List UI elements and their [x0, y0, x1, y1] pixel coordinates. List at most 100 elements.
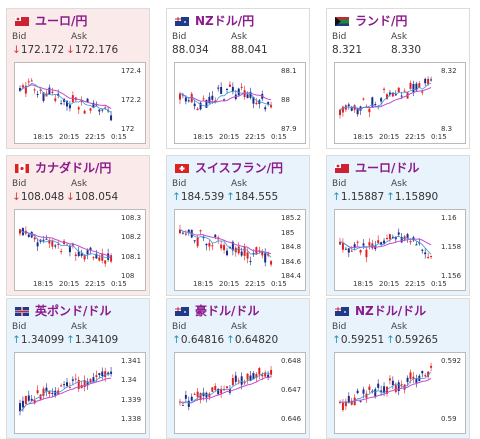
y-tick-label: 1.34 — [121, 376, 137, 385]
candle-body — [380, 242, 383, 245]
candle-body — [220, 388, 223, 394]
currency-pair-title[interactable]: ユーロ/円 — [35, 14, 88, 28]
ask-label: Ask — [231, 322, 248, 332]
candle-body — [217, 87, 220, 89]
candle-body — [365, 106, 368, 108]
ca-flag-icon — [15, 164, 29, 173]
candle-body — [339, 241, 341, 245]
currency-card[interactable]: NZドル/円 Bid Ask 88.034 88.041 88.1 88 87.9 18:15 2… — [166, 8, 310, 149]
candle-body — [400, 95, 403, 97]
price-chart[interactable]: 0.648 0.647 0.646 — [174, 352, 306, 434]
y-tick-label: 88.1 — [281, 67, 297, 75]
currency-card[interactable]: スイスフラン/円 Bid Ask ↑184.539 ↑184.555 185.2 185 18… — [166, 155, 310, 296]
currency-pair-title[interactable]: 豪ドル/ドル — [195, 304, 260, 318]
x-tick-label: 18:15 — [353, 280, 374, 288]
candle-body — [397, 232, 400, 235]
candle-body — [60, 251, 63, 253]
x-tick-label: 18:15 — [353, 133, 374, 141]
candle-body — [400, 384, 403, 386]
price-chart[interactable]: 1.16 1.158 1.156 18:15 20:15 22:15 0:15 — [334, 209, 466, 291]
x-tick-label: 0:15 — [271, 280, 287, 288]
eu-flag-icon-part — [15, 17, 29, 26]
currency-card[interactable]: カナダドル/円 Bid Ask ↓108.048 ↓108.054 108.3 108.2 1… — [6, 155, 150, 296]
candle-body — [89, 108, 92, 111]
currency-card[interactable]: 豪ドル/ドル Bid Ask ↑0.64816 ↑0.64820 0.648 0.647 0.… — [166, 298, 310, 439]
candle-body — [267, 374, 270, 378]
candle-body — [30, 80, 33, 82]
candle-body — [368, 242, 371, 246]
nz-flag-icon-part — [184, 21, 186, 23]
x-tick-label: 0:15 — [431, 280, 447, 288]
bid-value: 8.321 — [332, 44, 362, 56]
currency-card[interactable]: ランド/円 Bid Ask 8.321 8.330 8.32 8.3 18:15 20:15 22… — [326, 8, 470, 149]
candle-body — [270, 261, 273, 265]
price-chart[interactable]: 108.3 108.2 108.1 108 18:15 20:15 22:15 0:15 — [14, 209, 146, 291]
candle-body — [412, 83, 415, 93]
y-tick-label: 184.4 — [281, 272, 302, 280]
candle-body — [202, 98, 205, 100]
candle-body — [179, 229, 181, 234]
currency-pair-title[interactable]: 英ポンド/ドル — [35, 304, 112, 318]
moving-average-short — [19, 228, 112, 259]
currency-card[interactable]: NZドル/ドル Bid Ask ↑0.59251 ↑0.59265 0.592 0.59 — [326, 298, 470, 439]
ask-price: 1.15890 — [394, 191, 439, 203]
currency-card[interactable]: ユーロ/ドル Bid Ask ↑1.15887 ↑1.15890 1.16 1.158 1.1… — [326, 155, 470, 296]
moving-average-short — [179, 229, 272, 258]
candle-body — [104, 260, 107, 264]
nz-flag-icon-part — [175, 18, 181, 20]
ca-flag-icon-part — [20, 166, 24, 171]
candle-body — [39, 394, 42, 400]
x-tick-label: 22:15 — [85, 280, 106, 288]
candle-body — [77, 251, 80, 256]
currency-pair-title[interactable]: ユーロ/ドル — [355, 161, 420, 175]
candle-body — [196, 237, 199, 247]
candle-body — [347, 396, 350, 404]
currency-pair-title[interactable]: ランド/円 — [355, 14, 408, 28]
x-tick-label: 22:15 — [405, 133, 426, 141]
candle-body — [110, 371, 113, 374]
candle-body — [51, 241, 54, 247]
candle-body — [57, 243, 60, 245]
price-chart[interactable]: 88.1 88 87.9 18:15 20:15 22:15 0:15 — [174, 62, 306, 144]
bid-label: Bid — [12, 179, 27, 189]
price-chart[interactable]: 0.592 0.59 — [334, 352, 466, 434]
bid-value: ↑184.539 — [172, 191, 224, 203]
eu-flag-icon — [15, 17, 29, 26]
ask-price: 172.176 — [74, 44, 119, 56]
ask-label: Ask — [391, 322, 408, 332]
currency-pair-title[interactable]: スイスフラン/円 — [195, 161, 284, 175]
candle-body — [270, 369, 273, 375]
candle-body — [27, 395, 30, 401]
candle-body — [54, 245, 57, 247]
y-tick-label: 1.158 — [441, 243, 462, 251]
candle-body — [187, 229, 190, 234]
currency-card[interactable]: 英ポンド/ドル Bid Ask ↑1.34099 ↑1.34109 1.341 1.34 1.… — [6, 298, 150, 439]
candle-body — [187, 100, 190, 102]
currency-pair-title[interactable]: カナダドル/円 — [35, 161, 112, 175]
candle-body — [19, 229, 21, 234]
x-tick-label: 22:15 — [245, 280, 266, 288]
currency-pair-title[interactable]: NZドル/円 — [195, 14, 255, 28]
candle-body — [356, 241, 359, 243]
currency-pair-title[interactable]: NZドル/ドル — [355, 304, 427, 318]
price-chart[interactable]: 172.4 172.2 172 18:15 20:15 22:15 0:15 — [14, 62, 146, 144]
down-arrow-icon: ↓ — [66, 44, 75, 56]
nz-flag-icon-part — [344, 311, 346, 313]
price-chart[interactable]: 185.2 185 184.8 184.6 184.4 18:15 20:15 22:15 0:… — [174, 209, 306, 291]
nz-flag-icon-part — [335, 307, 349, 316]
y-tick-label: 1.338 — [121, 415, 142, 423]
candle-body — [386, 237, 388, 239]
candle-body — [36, 242, 39, 247]
price-chart[interactable]: 8.32 8.3 18:15 20:15 22:15 0:15 — [334, 62, 466, 144]
candle-body — [107, 110, 110, 112]
candle-body — [98, 109, 101, 112]
eu-flag-icon — [335, 164, 349, 173]
bid-value: ↓172.172 — [12, 44, 64, 56]
candle-body — [412, 376, 415, 379]
price-chart[interactable]: 1.341 1.34 1.339 1.338 — [14, 352, 146, 434]
currency-card[interactable]: ユーロ/円 Bid Ask ↓172.172 ↓172.176 172.4 172.2 172… — [6, 8, 150, 149]
candle-body — [48, 390, 51, 394]
candle-body — [430, 365, 433, 368]
candle-body — [63, 384, 66, 386]
candle-body — [98, 373, 101, 376]
